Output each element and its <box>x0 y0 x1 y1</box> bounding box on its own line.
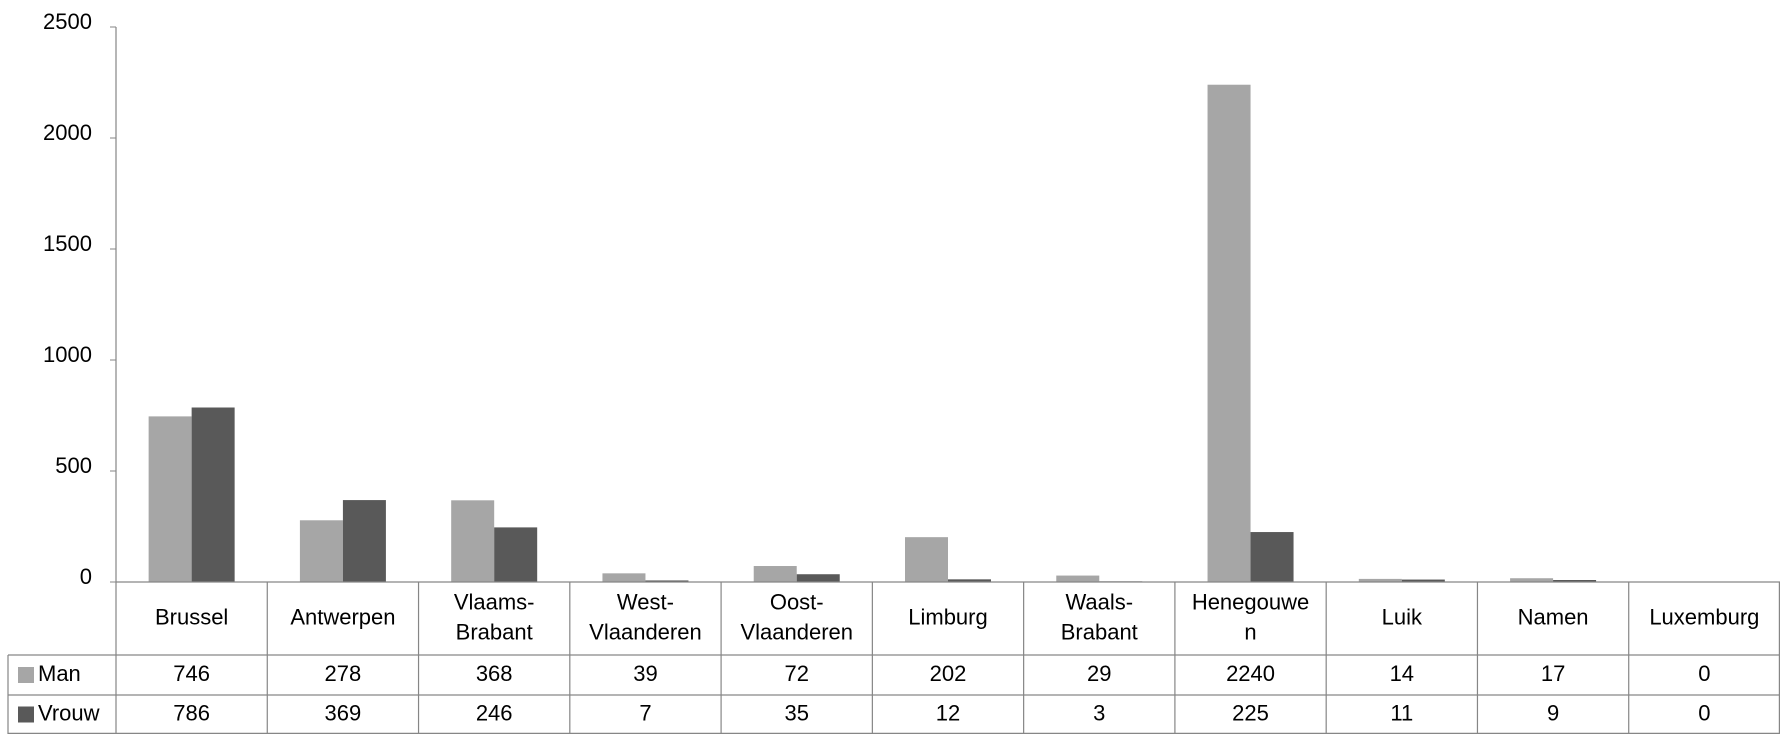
y-tick-label: 500 <box>55 453 92 478</box>
legend-key-man <box>18 667 34 683</box>
data-label-vrouw: 35 <box>784 700 808 725</box>
data-label-vrouw: 11 <box>1390 700 1413 725</box>
category-label: Oost- <box>770 589 824 614</box>
y-tick-label: 2500 <box>43 9 92 34</box>
category-label: West- <box>617 589 674 614</box>
y-tick-label: 1000 <box>43 342 92 367</box>
bar-vrouw <box>1401 579 1445 582</box>
category-label: Vlaams- <box>454 589 535 614</box>
category-label: Brussel <box>155 604 228 629</box>
bar-vrouw <box>494 527 538 582</box>
bar-man <box>1358 578 1402 582</box>
bar-man <box>1510 578 1554 582</box>
bar-man <box>753 566 797 582</box>
category-label: Vlaanderen <box>589 619 702 644</box>
category-label: Antwerpen <box>290 604 395 629</box>
data-label-man: 278 <box>325 661 362 686</box>
bar-vrouw <box>342 500 386 582</box>
bar-man <box>148 416 192 582</box>
category-label: n <box>1244 619 1256 644</box>
data-label-man: 746 <box>173 661 210 686</box>
category-label: Henegouwe <box>1192 589 1309 614</box>
legend-label-man: Man <box>38 661 81 686</box>
data-label-vrouw: 786 <box>173 700 210 725</box>
bar-vrouw <box>1553 580 1597 582</box>
data-label-vrouw: 12 <box>936 700 960 725</box>
category-label: Waals- <box>1065 589 1133 614</box>
bar-vrouw <box>1250 532 1294 582</box>
legend-label-vrouw: Vrouw <box>38 700 100 725</box>
data-label-man: 368 <box>476 661 513 686</box>
bar-man <box>299 520 343 582</box>
bar-man <box>1056 575 1100 582</box>
y-tick-label: 0 <box>80 564 92 589</box>
data-label-man: 72 <box>784 661 808 686</box>
data-label-man: 0 <box>1698 661 1710 686</box>
data-label-vrouw: 246 <box>476 700 513 725</box>
bar-vrouw <box>645 580 689 582</box>
bar-vrouw <box>948 579 991 582</box>
data-label-man: 2240 <box>1226 661 1275 686</box>
data-label-vrouw: 9 <box>1547 700 1559 725</box>
data-label-vrouw: 225 <box>1232 700 1269 725</box>
data-label-vrouw: 0 <box>1698 700 1710 725</box>
category-label: Brabant <box>1061 619 1138 644</box>
data-label-vrouw: 369 <box>325 700 362 725</box>
category-label: Vlaanderen <box>740 619 853 644</box>
data-label-man: 29 <box>1087 661 1111 686</box>
category-label: Limburg <box>908 604 987 629</box>
bar-vrouw <box>796 574 840 582</box>
bar-man <box>1207 84 1251 582</box>
data-label-man: 39 <box>633 661 657 686</box>
category-label: Namen <box>1518 604 1589 629</box>
category-label: Luxemburg <box>1649 604 1759 629</box>
data-label-man: 202 <box>930 661 967 686</box>
category-label: Brabant <box>456 619 533 644</box>
data-label-vrouw: 7 <box>639 700 651 725</box>
data-label-man: 17 <box>1541 661 1565 686</box>
y-tick-label: 1500 <box>43 231 92 256</box>
bar-man <box>451 500 495 582</box>
data-label-man: 14 <box>1390 661 1414 686</box>
legend-key-vrouw <box>18 706 34 723</box>
data-label-vrouw: 3 <box>1093 700 1105 725</box>
bar-man <box>905 537 948 582</box>
bar-vrouw <box>191 407 235 582</box>
bar-man <box>602 573 646 582</box>
y-tick-label: 2000 <box>43 120 92 145</box>
category-label: Luik <box>1382 604 1423 629</box>
